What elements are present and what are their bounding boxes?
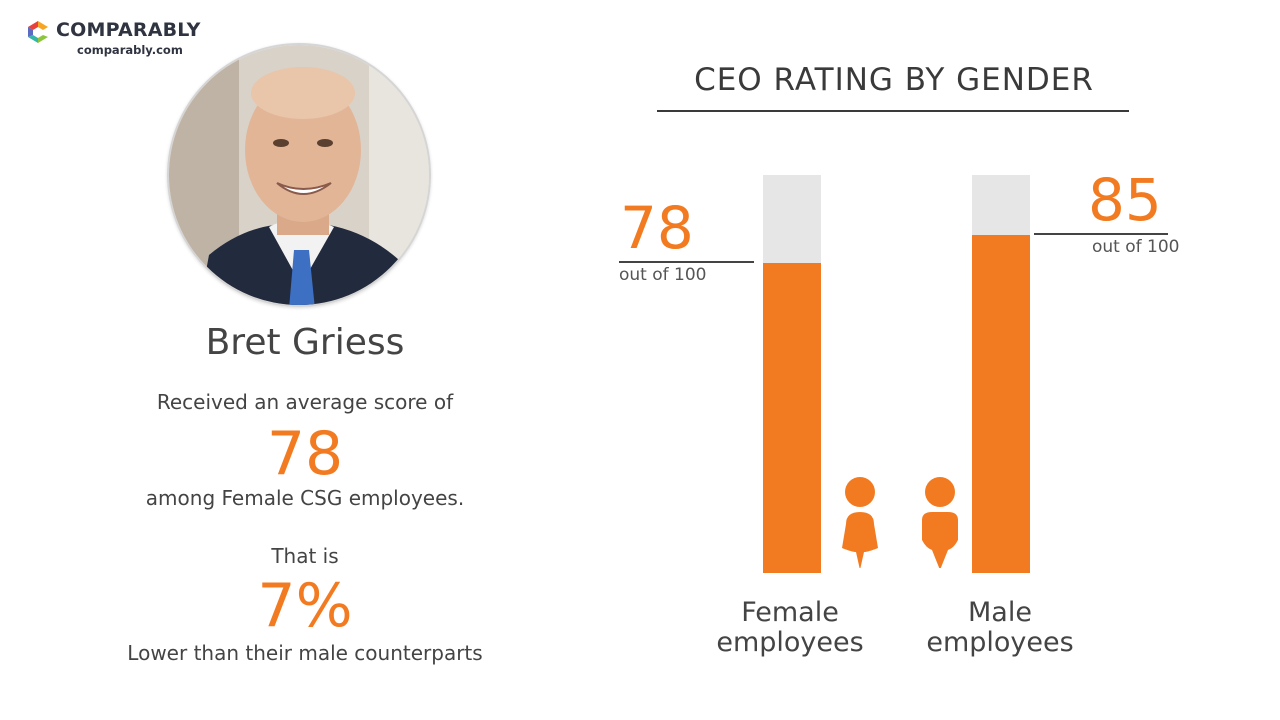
male-category-label-line: Male <box>968 597 1032 628</box>
score-context-text: among Female CSG employees. <box>145 486 465 510</box>
male-value-leader <box>1034 232 1168 235</box>
female-category-label-line: Female <box>741 597 839 628</box>
ceo-name: Bret Griess <box>205 322 405 363</box>
comparably-logo[interactable]: COMPARABLY comparably.com <box>24 18 224 60</box>
comparison-intro-text: That is <box>271 544 339 568</box>
chart-title: CEO RATING BY GENDER <box>694 62 1094 98</box>
male-bar <box>972 234 1030 573</box>
female-value-label: 78 <box>620 193 694 262</box>
ceo-portrait <box>167 43 431 307</box>
female-score-value: 78 <box>266 419 344 489</box>
male-category-label-line: employees <box>926 627 1074 658</box>
female-bar <box>763 262 821 573</box>
female-value-suffix: out of 100 <box>619 264 707 285</box>
score-intro-text: Received an average score of <box>156 390 454 414</box>
logo-wordmark: COMPARABLY <box>56 19 201 41</box>
female-person-icon <box>842 477 878 568</box>
female-category-label-line: employees <box>716 627 864 658</box>
difference-percent: 7% <box>257 571 353 641</box>
comparably-logo-icon <box>28 21 48 43</box>
title-underline <box>657 110 1129 112</box>
female-category-label: Female employees <box>705 598 875 658</box>
male-value-suffix: out of 100 <box>1092 236 1180 257</box>
male-person-icon <box>922 477 958 568</box>
comparison-context-text: Lower than their male counterparts <box>127 641 483 665</box>
female-value-leader <box>619 260 754 263</box>
male-value-label: 85 <box>1088 165 1162 234</box>
male-category-label: Male employees <box>915 598 1085 658</box>
logo-url: comparably.com <box>77 43 183 57</box>
